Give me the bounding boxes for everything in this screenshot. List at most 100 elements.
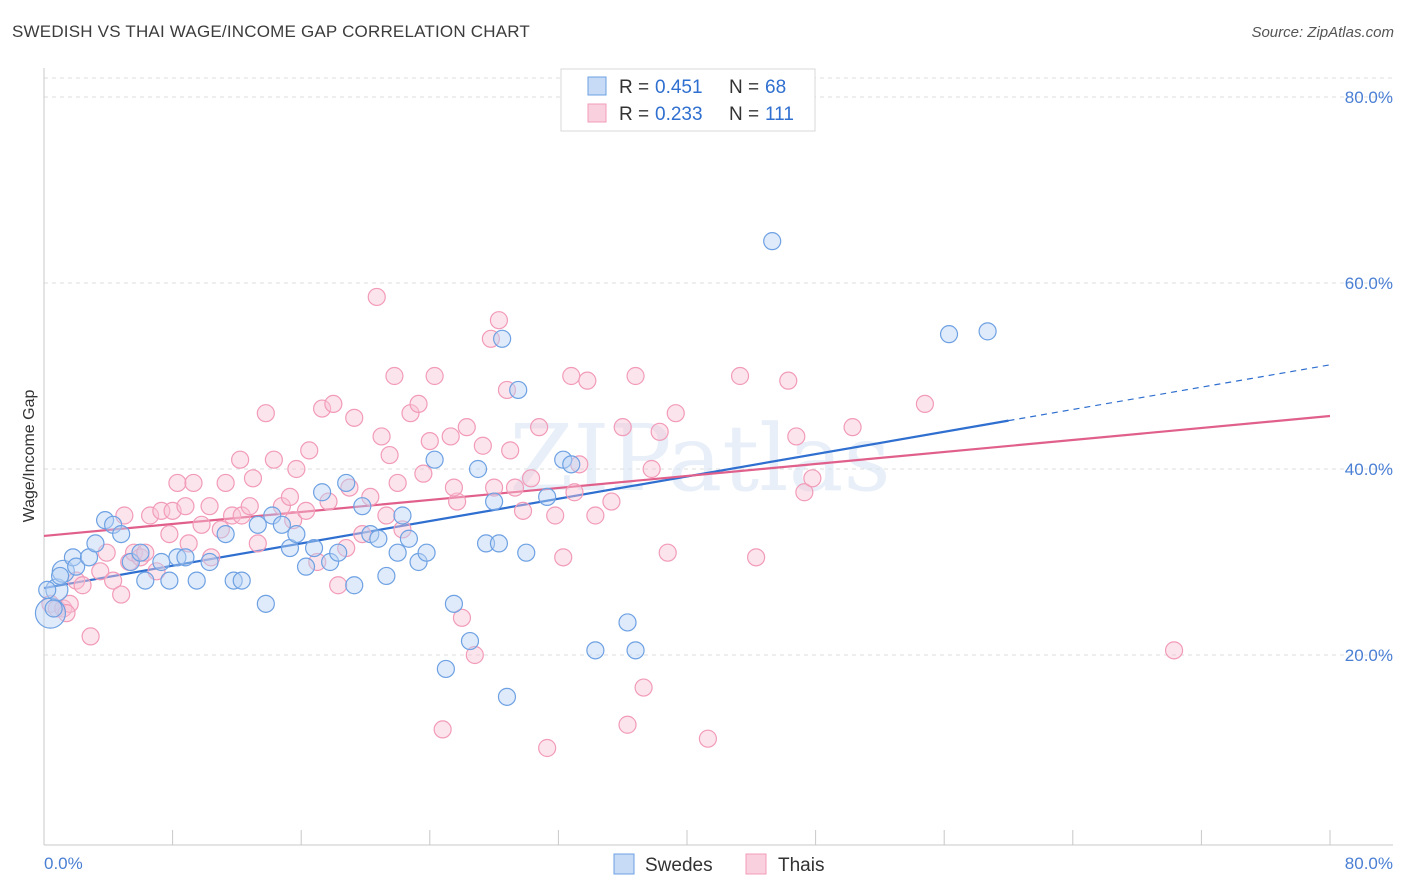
swedes-point bbox=[67, 557, 86, 576]
thais-point bbox=[409, 394, 428, 413]
legend-swedes-n-label: N = bbox=[729, 77, 759, 98]
thais-point bbox=[380, 445, 399, 465]
swedes-point bbox=[586, 641, 605, 660]
bottom-legend-thais-label: Thais bbox=[778, 855, 824, 876]
thais-point bbox=[915, 394, 935, 413]
thais-point bbox=[1164, 641, 1184, 660]
thais-point bbox=[81, 627, 100, 646]
thais-point bbox=[192, 515, 211, 534]
thais-point bbox=[473, 436, 492, 455]
swedes-point bbox=[256, 594, 275, 613]
thais-point bbox=[538, 738, 557, 758]
axes bbox=[43, 68, 1393, 846]
thais-point bbox=[586, 506, 605, 525]
swedes-point bbox=[517, 543, 536, 562]
thais-point bbox=[367, 287, 386, 307]
thais-point bbox=[485, 478, 504, 497]
thais-point bbox=[200, 497, 219, 516]
thais-point bbox=[618, 715, 637, 734]
thais-point bbox=[425, 366, 444, 386]
thais-point bbox=[420, 432, 439, 451]
thais-point bbox=[296, 501, 316, 520]
thais-point bbox=[264, 450, 283, 469]
thais-point bbox=[565, 483, 584, 502]
swedes-point bbox=[538, 487, 557, 506]
thais-point bbox=[562, 366, 581, 386]
thais-point bbox=[441, 427, 460, 446]
thais-point bbox=[730, 366, 750, 386]
thais-point bbox=[457, 418, 476, 437]
swedes-point bbox=[50, 566, 70, 586]
thais-point bbox=[176, 497, 195, 516]
thais-point bbox=[179, 534, 198, 553]
swedes-point bbox=[232, 571, 251, 590]
swedes-trend-extension bbox=[1008, 364, 1331, 422]
swedes-point bbox=[626, 641, 645, 660]
x-axis-max-label: 80.0% bbox=[1345, 854, 1393, 873]
thais-point bbox=[433, 720, 452, 739]
swedes-point bbox=[978, 322, 997, 341]
swedes-point bbox=[121, 552, 140, 572]
thais-point bbox=[747, 548, 766, 567]
thais-point bbox=[112, 585, 131, 604]
thais-point bbox=[216, 473, 235, 493]
thais-point bbox=[91, 562, 110, 581]
swedes-point bbox=[272, 515, 292, 534]
swedes-point bbox=[939, 325, 959, 344]
thais-point bbox=[136, 543, 155, 562]
swedes-point bbox=[425, 450, 444, 469]
thais-point bbox=[388, 473, 407, 493]
thais-point bbox=[329, 576, 348, 595]
thais-point bbox=[489, 311, 509, 330]
thais-point bbox=[372, 427, 391, 446]
swedes-point bbox=[493, 329, 512, 348]
legend-thais-n-label: N = bbox=[729, 104, 759, 125]
swedes-point bbox=[187, 571, 206, 590]
swedes-point bbox=[476, 534, 496, 553]
swedes-point bbox=[38, 580, 57, 600]
thais-point bbox=[104, 571, 123, 590]
thais-point bbox=[803, 469, 822, 488]
legend-swedes-swatch bbox=[587, 76, 607, 96]
thais-point bbox=[554, 548, 573, 567]
swedes-point bbox=[263, 506, 282, 525]
swedes-point bbox=[562, 455, 581, 474]
chart-source: Source: ZipAtlas.com bbox=[1251, 24, 1394, 41]
thais-point bbox=[698, 729, 717, 748]
swedes-point bbox=[304, 538, 324, 558]
swedes-point bbox=[152, 552, 171, 572]
bottom-legend-swedes-swatch bbox=[613, 853, 635, 875]
swedes-point bbox=[86, 534, 105, 553]
swedes-point bbox=[353, 497, 372, 516]
swedes-point bbox=[393, 506, 412, 525]
thais-point bbox=[168, 473, 187, 493]
swedes-point bbox=[417, 543, 436, 562]
thais-point bbox=[843, 418, 862, 437]
legend-swedes-r-label: R = bbox=[619, 77, 649, 98]
swedes-point bbox=[160, 571, 179, 590]
thais-point bbox=[324, 394, 343, 413]
grid-lines bbox=[44, 77, 1393, 656]
swedes-point bbox=[369, 529, 388, 548]
thais-point bbox=[312, 399, 332, 418]
thais-point bbox=[513, 501, 533, 520]
thais-point bbox=[505, 478, 525, 497]
thais-point bbox=[243, 469, 263, 488]
bottom-legend-thais-swatch bbox=[745, 853, 767, 875]
thais-point bbox=[501, 441, 520, 460]
thais-points bbox=[41, 287, 1184, 758]
thais-point bbox=[546, 506, 565, 525]
thais-point bbox=[530, 418, 549, 437]
swedes-point bbox=[485, 492, 504, 511]
bottom-legend-swedes-label: Swedes bbox=[645, 855, 713, 876]
thais-point bbox=[448, 492, 467, 511]
thais-point bbox=[300, 441, 319, 460]
thais-point bbox=[231, 450, 250, 469]
x-axis-min-label: 0.0% bbox=[44, 854, 83, 873]
thais-point bbox=[666, 404, 685, 423]
thais-point bbox=[578, 371, 597, 390]
thais-point bbox=[184, 473, 203, 493]
thais-point bbox=[613, 418, 632, 437]
thais-point bbox=[222, 506, 242, 525]
